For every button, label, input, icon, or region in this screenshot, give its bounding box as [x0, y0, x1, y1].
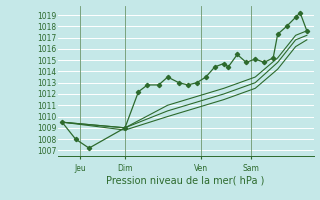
X-axis label: Pression niveau de la mer( hPa ): Pression niveau de la mer( hPa )	[107, 175, 265, 185]
